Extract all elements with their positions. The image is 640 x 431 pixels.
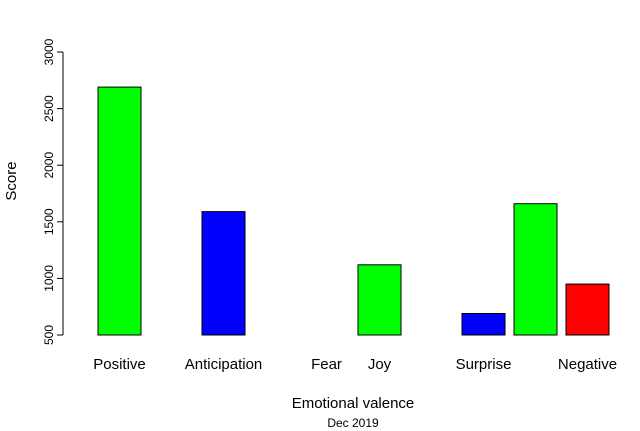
bar-surprise <box>461 312 506 336</box>
bar-unlabeled <box>513 203 558 336</box>
bar-joy <box>357 264 402 336</box>
bar-positive <box>97 86 142 336</box>
bars <box>97 86 610 336</box>
x-axis-labels: Positive Anticipation Fear Joy Surprise Negat… <box>93 356 617 373</box>
x-category-label: Negative <box>558 356 617 373</box>
x-category-label: Surprise <box>456 356 512 373</box>
x-category-label: Positive <box>93 356 146 373</box>
bar-anticipation <box>201 211 246 336</box>
y-tick-label: 1000 <box>42 265 56 292</box>
x-category-label: Fear <box>311 356 342 373</box>
x-category-label: Anticipation <box>185 356 263 373</box>
y-tick-label: 3000 <box>42 38 56 65</box>
bar-negative <box>565 283 610 336</box>
x-category-label: Joy <box>368 356 392 373</box>
y-tick-label: 2500 <box>42 95 56 122</box>
y-tick-label: 2000 <box>42 152 56 179</box>
chart-subtitle: Dec 2019 <box>327 416 379 430</box>
y-tick-label: 500 <box>42 325 56 345</box>
y-tick-label: 1500 <box>42 208 56 235</box>
y-axis-title: Score <box>3 161 20 200</box>
y-axis: 500 1000 1500 2000 2500 3000 <box>42 38 64 345</box>
x-axis-title: Emotional valence <box>292 395 415 412</box>
